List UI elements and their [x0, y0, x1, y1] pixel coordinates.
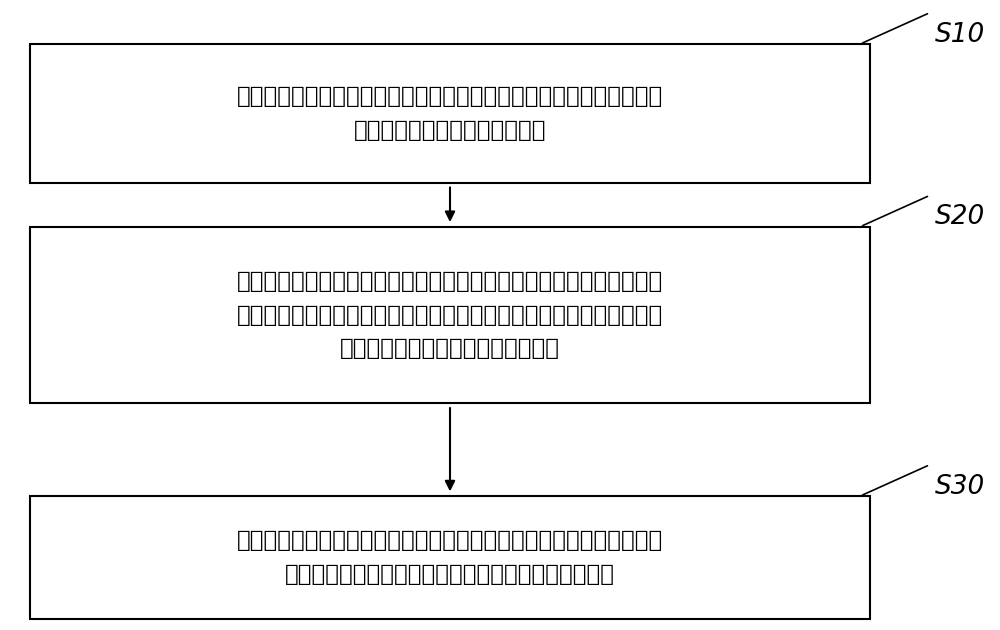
Text: S30: S30: [935, 474, 985, 500]
FancyBboxPatch shape: [30, 496, 870, 619]
FancyBboxPatch shape: [30, 227, 870, 403]
Text: S10: S10: [935, 21, 985, 48]
Text: S20: S20: [935, 204, 985, 231]
Text: 比对所述第一小区信息与第二小区信息，若检测到第一小区信息与第二
小区信息相同时，保持新识别卡在数据网络的注册状态: 比对所述第一小区信息与第二小区信息，若检测到第一小区信息与第二 小区信息相同时，…: [237, 529, 663, 586]
Text: 当检测调制解调器完成新识别卡的数据网络注册时，获取终端基于新识
别卡在电话网络中分配的第一小区信息、以及终端基于更换前的原识别
卡在电话网络中分配的第二小区信息: 当检测调制解调器完成新识别卡的数据网络注册时，获取终端基于新识 别卡在电话网络中…: [237, 270, 663, 360]
FancyBboxPatch shape: [30, 44, 870, 183]
Text: 当检测到终端识别卡发生更换时，检测终端的调制解调器是否完成对更
换后的新识别卡的数据网络注册: 当检测到终端识别卡发生更换时，检测终端的调制解调器是否完成对更 换后的新识别卡的…: [237, 85, 663, 142]
